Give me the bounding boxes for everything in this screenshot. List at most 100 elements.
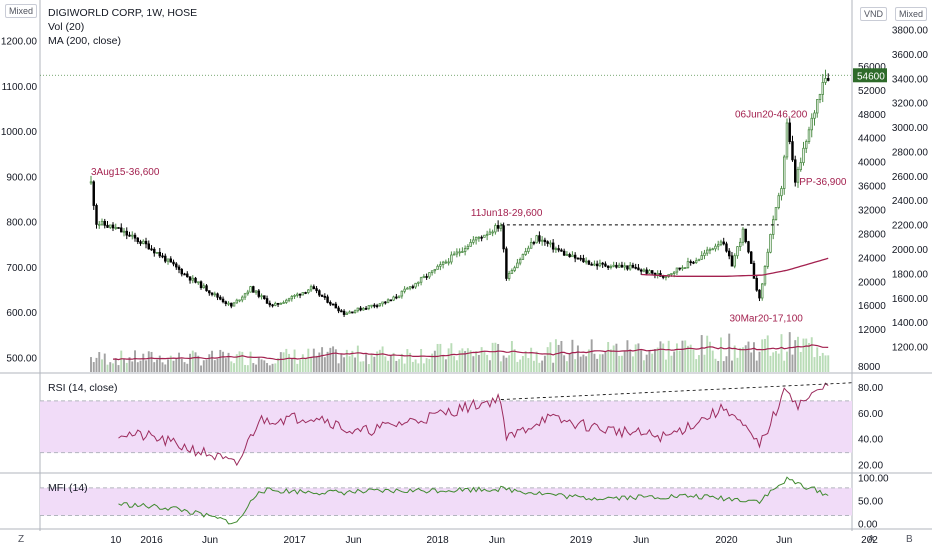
volume-bar	[455, 360, 458, 372]
volume-bar	[824, 355, 827, 372]
volume-bar	[530, 347, 533, 372]
candle-body	[774, 207, 778, 221]
volume-bar	[447, 348, 450, 372]
volume-bar	[103, 353, 106, 372]
symbol-title[interactable]: DIGIWORLD CORP, 1W, HOSE	[48, 7, 198, 19]
candle-body	[348, 311, 351, 314]
right-axis-tick-label: 40000	[858, 158, 886, 169]
volume-bar	[301, 354, 304, 372]
volume-bar	[615, 343, 618, 372]
left-axis-tick-label: 1000.00	[1, 127, 38, 138]
volume-bar	[428, 359, 431, 372]
volume-bar	[598, 354, 601, 372]
candle-body	[631, 264, 635, 268]
left-scale-mode-badge[interactable]: Mixed	[5, 4, 38, 18]
candle-body	[177, 266, 181, 270]
volume-bar	[480, 347, 483, 372]
candle-body	[98, 223, 101, 226]
rsi-legend[interactable]: RSI (14, close)	[48, 382, 118, 394]
candle-body	[708, 248, 712, 251]
candle-body	[648, 270, 651, 274]
candle-body	[158, 251, 161, 257]
candle-body	[576, 257, 580, 260]
candle-body	[463, 248, 467, 252]
candle-body	[689, 261, 692, 264]
volume-bar	[123, 358, 125, 372]
candle-body	[623, 265, 626, 268]
volume-bar	[461, 348, 464, 372]
volume-legend[interactable]: Vol (20)	[48, 21, 85, 33]
candle-body	[802, 147, 805, 164]
volume-bar	[365, 354, 368, 372]
candle-body	[362, 307, 365, 311]
candle-body	[642, 269, 646, 272]
volume-bar	[106, 364, 109, 372]
candle-body	[293, 295, 296, 297]
candle-body	[711, 248, 714, 251]
volume-bar	[109, 362, 112, 372]
candle-body	[818, 94, 822, 100]
candle-body	[816, 99, 819, 114]
volume-bar	[775, 351, 777, 372]
candle-body	[703, 252, 706, 256]
candle-body	[164, 255, 167, 262]
volume-bar	[304, 358, 307, 372]
candle-body	[144, 240, 148, 245]
volume-bar	[543, 355, 546, 372]
candle-body	[197, 281, 200, 284]
candle-body	[287, 298, 291, 301]
volume-bar	[164, 364, 167, 372]
candle-body	[524, 251, 527, 255]
volume-bar	[90, 357, 92, 372]
mfi-legend[interactable]: MFI (14)	[48, 482, 88, 494]
candle-body	[584, 260, 588, 263]
volume-bar	[318, 352, 321, 372]
candle-body	[384, 301, 387, 304]
candle-body	[697, 258, 701, 262]
candle-body	[131, 234, 134, 237]
volume-bar	[156, 359, 158, 372]
volume-bar	[783, 360, 786, 372]
volume-bar	[703, 354, 706, 372]
candle-body	[351, 311, 354, 314]
volume-bar	[200, 365, 202, 372]
volume-axis-tick-label: 1400.00	[892, 318, 929, 329]
candle-body	[480, 236, 483, 239]
volume-bar	[819, 356, 821, 372]
candle-body	[593, 263, 596, 266]
right-scale-mode-badge[interactable]: Mixed	[895, 7, 928, 21]
volume-bar	[169, 355, 172, 372]
zoom-toggle[interactable]: Z	[18, 534, 25, 545]
last-price-tag	[853, 68, 887, 83]
candle-body	[507, 273, 511, 279]
scale-toggle-b[interactable]: B	[906, 534, 913, 545]
volume-bar	[541, 360, 544, 372]
candle-body	[205, 285, 208, 292]
volume-bar	[777, 353, 780, 372]
candle-body	[274, 302, 277, 306]
time-axis-tick-label: Jun	[633, 535, 649, 546]
ma-legend[interactable]: MA (200, close)	[48, 35, 121, 47]
volume-bar	[821, 352, 824, 372]
time-axis-tick-label: Jun	[202, 535, 218, 546]
volume-bar	[458, 350, 461, 372]
candle-body	[125, 230, 128, 236]
candle-body	[565, 254, 569, 256]
volume-bar	[125, 362, 128, 372]
volume-bar	[370, 354, 373, 372]
volume-bar	[648, 350, 651, 372]
candle-body	[516, 262, 519, 269]
volume-bar	[582, 354, 585, 372]
candle-body	[419, 277, 423, 283]
volume-bar	[315, 355, 318, 372]
price-annotation: 30Mar20-17,100	[729, 314, 803, 325]
candle-body	[455, 251, 459, 255]
auto-scale-toggle[interactable]: A	[868, 534, 875, 545]
rsi-axis-tick-label: 40.00	[858, 435, 883, 446]
volume-bar	[736, 357, 739, 372]
candle-body	[554, 248, 558, 250]
volume-bar	[205, 359, 208, 372]
right-axis-tick-label: 20000	[858, 277, 886, 288]
volume-bar	[827, 355, 830, 372]
